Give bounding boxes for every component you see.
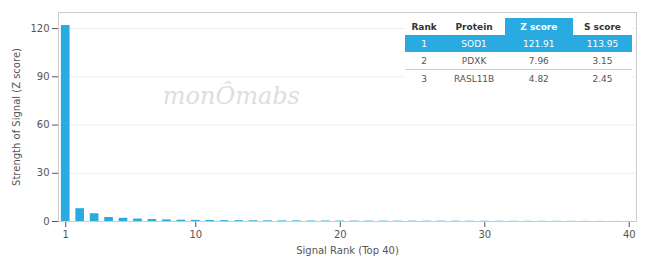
html-text:Protein: Protein [455,21,493,32]
svg-text:60: 60 [37,119,50,130]
html-text:113.95: 113.95 [586,38,619,49]
svg-text:30: 30 [478,229,491,240]
html-text:S score: S score [583,21,621,32]
svg-text:10: 10 [189,229,202,240]
html-text:2.45: 2.45 [592,73,613,84]
html-text:4.82: 4.82 [528,73,549,84]
svg-text:90: 90 [37,71,50,82]
svg-text:Signal Rank (Top 40): Signal Rank (Top 40) [296,245,399,256]
html-text:PDXK: PDXK [461,55,487,66]
html-text:monÔmabs: monÔmabs [162,81,300,110]
html-text:121.91: 121.91 [523,38,555,49]
svg-text:0: 0 [43,216,49,227]
html-text:7.96: 7.96 [528,55,549,66]
svg-text:Strength of Signal (Z score): Strength of Signal (Z score) [11,48,22,186]
svg-text:1: 1 [63,229,69,240]
html-text:1: 1 [421,38,427,49]
html-text:3.15: 3.15 [592,55,613,66]
html-text:Rank: Rank [411,21,437,32]
html-text:SOD1: SOD1 [461,38,487,49]
html-text:2: 2 [421,55,427,66]
svg-text:40: 40 [623,229,636,240]
svg-text:120: 120 [30,23,49,34]
html-text:RASL11B: RASL11B [453,73,495,84]
html-text:Z score: Z score [520,21,558,32]
svg-text:20: 20 [334,229,347,240]
html-text:3: 3 [421,73,427,84]
svg-text:30: 30 [37,167,50,178]
